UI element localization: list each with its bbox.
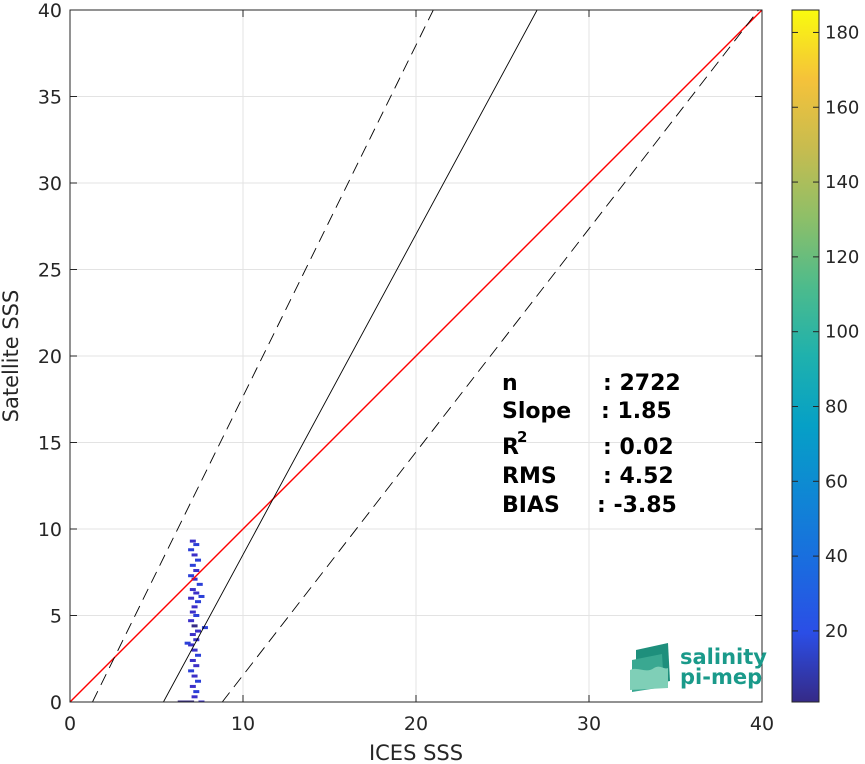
density-cell (195, 679, 202, 683)
stat-slope-value: : 1.85 (601, 399, 672, 424)
density-cell (189, 658, 196, 662)
density-cell (188, 619, 195, 623)
colorbar-gradient (791, 9, 820, 703)
x-tick-label: 40 (750, 713, 774, 735)
x-tick-label: 20 (404, 713, 428, 735)
density-cell (177, 700, 184, 702)
density-cell (188, 548, 195, 552)
y-axis: 0 5 10 15 20 25 30 35 40 (38, 0, 762, 714)
stat-slope-label: Slope (502, 399, 571, 424)
logo-text-salinity: salinity (680, 645, 767, 669)
density-cell (193, 690, 200, 694)
stat-n-value: : 2722 (603, 371, 681, 396)
colorbar-tick-label: 40 (825, 546, 848, 567)
density-cell (191, 553, 198, 557)
density-cell (189, 539, 196, 543)
density-cell (189, 684, 196, 688)
density-cell (188, 669, 195, 673)
density-cell (193, 614, 200, 617)
stat-bias-label: BIAS (502, 493, 560, 518)
reference-lines (70, 10, 762, 702)
density-cell (189, 588, 196, 592)
density-cell (191, 577, 198, 581)
y-tick-label: 35 (38, 87, 62, 109)
stat-r2-superscript: 2 (517, 428, 527, 446)
density-cell (189, 610, 196, 614)
colorbar-tick-label: 120 (825, 247, 859, 268)
colorbar-ticks: 20 40 60 80 100 120 140 160 180 (792, 22, 859, 642)
x-tick-label: 0 (64, 713, 76, 735)
x-axis-title: ICES SSS (369, 741, 463, 764)
colorbar-tick-label: 160 (825, 97, 859, 118)
line-fit-lower (221, 10, 759, 702)
x-tick-label: 10 (231, 713, 255, 735)
colorbar: 20 40 60 80 100 120 140 160 180 (791, 9, 859, 703)
density-cell (198, 594, 205, 598)
y-tick-label: 5 (50, 606, 62, 628)
line-fit (163, 10, 538, 702)
x-axis: 0 10 20 30 40 (64, 10, 774, 735)
density-cell (196, 582, 203, 586)
density-cell (193, 664, 200, 668)
density-cell (189, 563, 196, 567)
colorbar-tick-label: 20 (825, 621, 848, 642)
y-axis-title: Satellite SSS (0, 290, 23, 423)
y-tick-label: 20 (38, 346, 62, 368)
density-cell (193, 638, 200, 642)
stat-n-label: n (502, 371, 518, 396)
density-cell (195, 653, 202, 657)
y-tick-label: 30 (38, 173, 62, 195)
stat-rms-value: : 4.52 (603, 464, 674, 489)
density-cell (193, 591, 200, 595)
density-cell (189, 633, 196, 637)
colorbar-tick-label: 180 (825, 22, 859, 43)
y-tick-label: 25 (38, 260, 62, 282)
colorbar-tick-label: 80 (825, 396, 848, 417)
waves-logo-icon (630, 643, 670, 692)
density-cell (188, 574, 195, 578)
y-tick-label: 15 (38, 433, 62, 455)
density-cell (191, 674, 198, 678)
colorbar-tick-label: 100 (825, 322, 859, 343)
stat-rms-label: RMS (502, 464, 557, 489)
density-cell (191, 695, 198, 699)
y-tick-label: 0 (50, 692, 62, 714)
density-cell (188, 700, 195, 702)
density-cell (195, 600, 202, 604)
density-cell (191, 605, 198, 609)
density-cell (188, 596, 195, 600)
y-tick-label: 40 (38, 0, 62, 22)
salinity-pimep-logo: salinity pi-mep (630, 643, 767, 692)
x-tick-label: 30 (577, 713, 601, 735)
stat-bias-value: : -3.85 (597, 493, 677, 518)
density-cell (193, 543, 200, 547)
stat-r2-label: R (502, 435, 519, 460)
density-cell (191, 624, 198, 628)
density-cell (195, 558, 202, 562)
density-cell (182, 700, 189, 702)
y-tick-label: 10 (38, 519, 62, 541)
density-cell (193, 569, 200, 573)
logo-text-pimep: pi-mep (680, 665, 762, 689)
line-fit-upper (92, 10, 434, 702)
density-cell (201, 626, 208, 630)
stats-box: n : 2722 Slope : 1.85 R 2 : 0.02 RMS : 4… (502, 371, 681, 518)
stat-r2-value: : 0.02 (603, 435, 674, 460)
density-cell (195, 629, 202, 633)
colorbar-tick-label: 60 (825, 471, 848, 492)
density-cell (198, 700, 205, 702)
density-cell (191, 648, 198, 652)
data-marks (177, 539, 208, 702)
density-cell (188, 643, 195, 647)
colorbar-tick-label: 140 (825, 172, 859, 193)
line-1-1 (70, 10, 762, 702)
density-cell (184, 641, 191, 645)
